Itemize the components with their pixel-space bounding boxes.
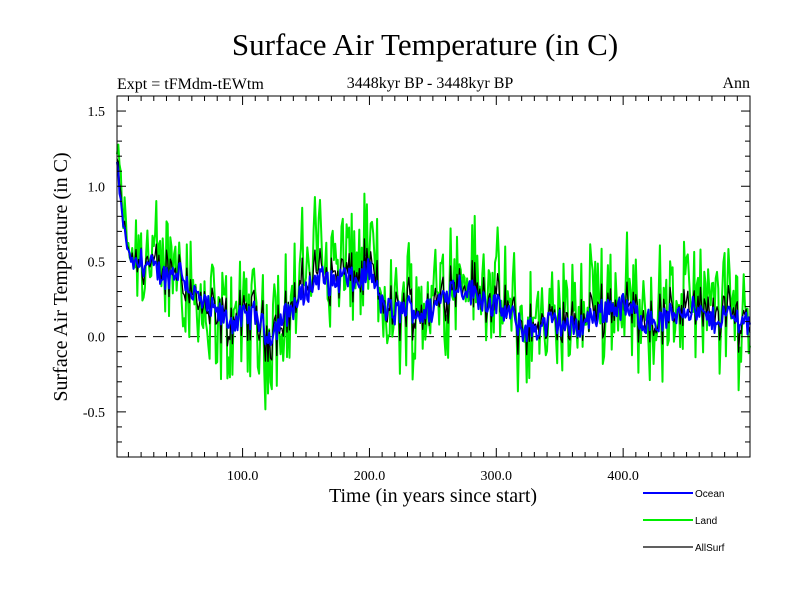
legend-label-allsurf: AllSurf (695, 543, 725, 554)
y-tick-label: 0.5 (88, 255, 106, 270)
legend-label-land: Land (695, 516, 717, 527)
y-tick-label: 0.0 (88, 331, 106, 346)
plot-frame (116, 95, 751, 458)
x-tick-label: 400.0 (607, 469, 639, 484)
legend: Ocean Land AllSurf (643, 489, 725, 554)
legend-label-ocean: Ocean (695, 489, 724, 500)
y-tick-label: 1.0 (88, 180, 106, 195)
x-tick-label: 100.0 (227, 469, 259, 484)
series-line-allsurf (116, 158, 751, 362)
season-label: Ann (722, 75, 750, 92)
y-tick-label: -0.5 (83, 406, 105, 421)
x-tick-label: 200.0 (354, 469, 386, 484)
series-line-ocean (116, 161, 751, 347)
chart-title: Surface Air Temperature (in C) (232, 27, 618, 62)
y-axis-label: Surface Air Temperature (in C) (50, 152, 72, 401)
y-tick-labels: -0.5 0.0 0.5 1.0 1.5 (83, 105, 105, 421)
series-line-land (116, 143, 751, 411)
experiment-label: Expt = tFMdm-tEWtm (117, 76, 264, 93)
x-tick-labels: 100.0 200.0 300.0 400.0 (227, 469, 639, 484)
chart-subtitle: 3448kyr BP - 3448kyr BP (347, 75, 514, 92)
x-axis-label: Time (in years since start) (329, 485, 537, 507)
plot-area (116, 143, 751, 411)
y-tick-label: 1.5 (88, 105, 106, 120)
x-tick-label: 300.0 (481, 469, 513, 484)
